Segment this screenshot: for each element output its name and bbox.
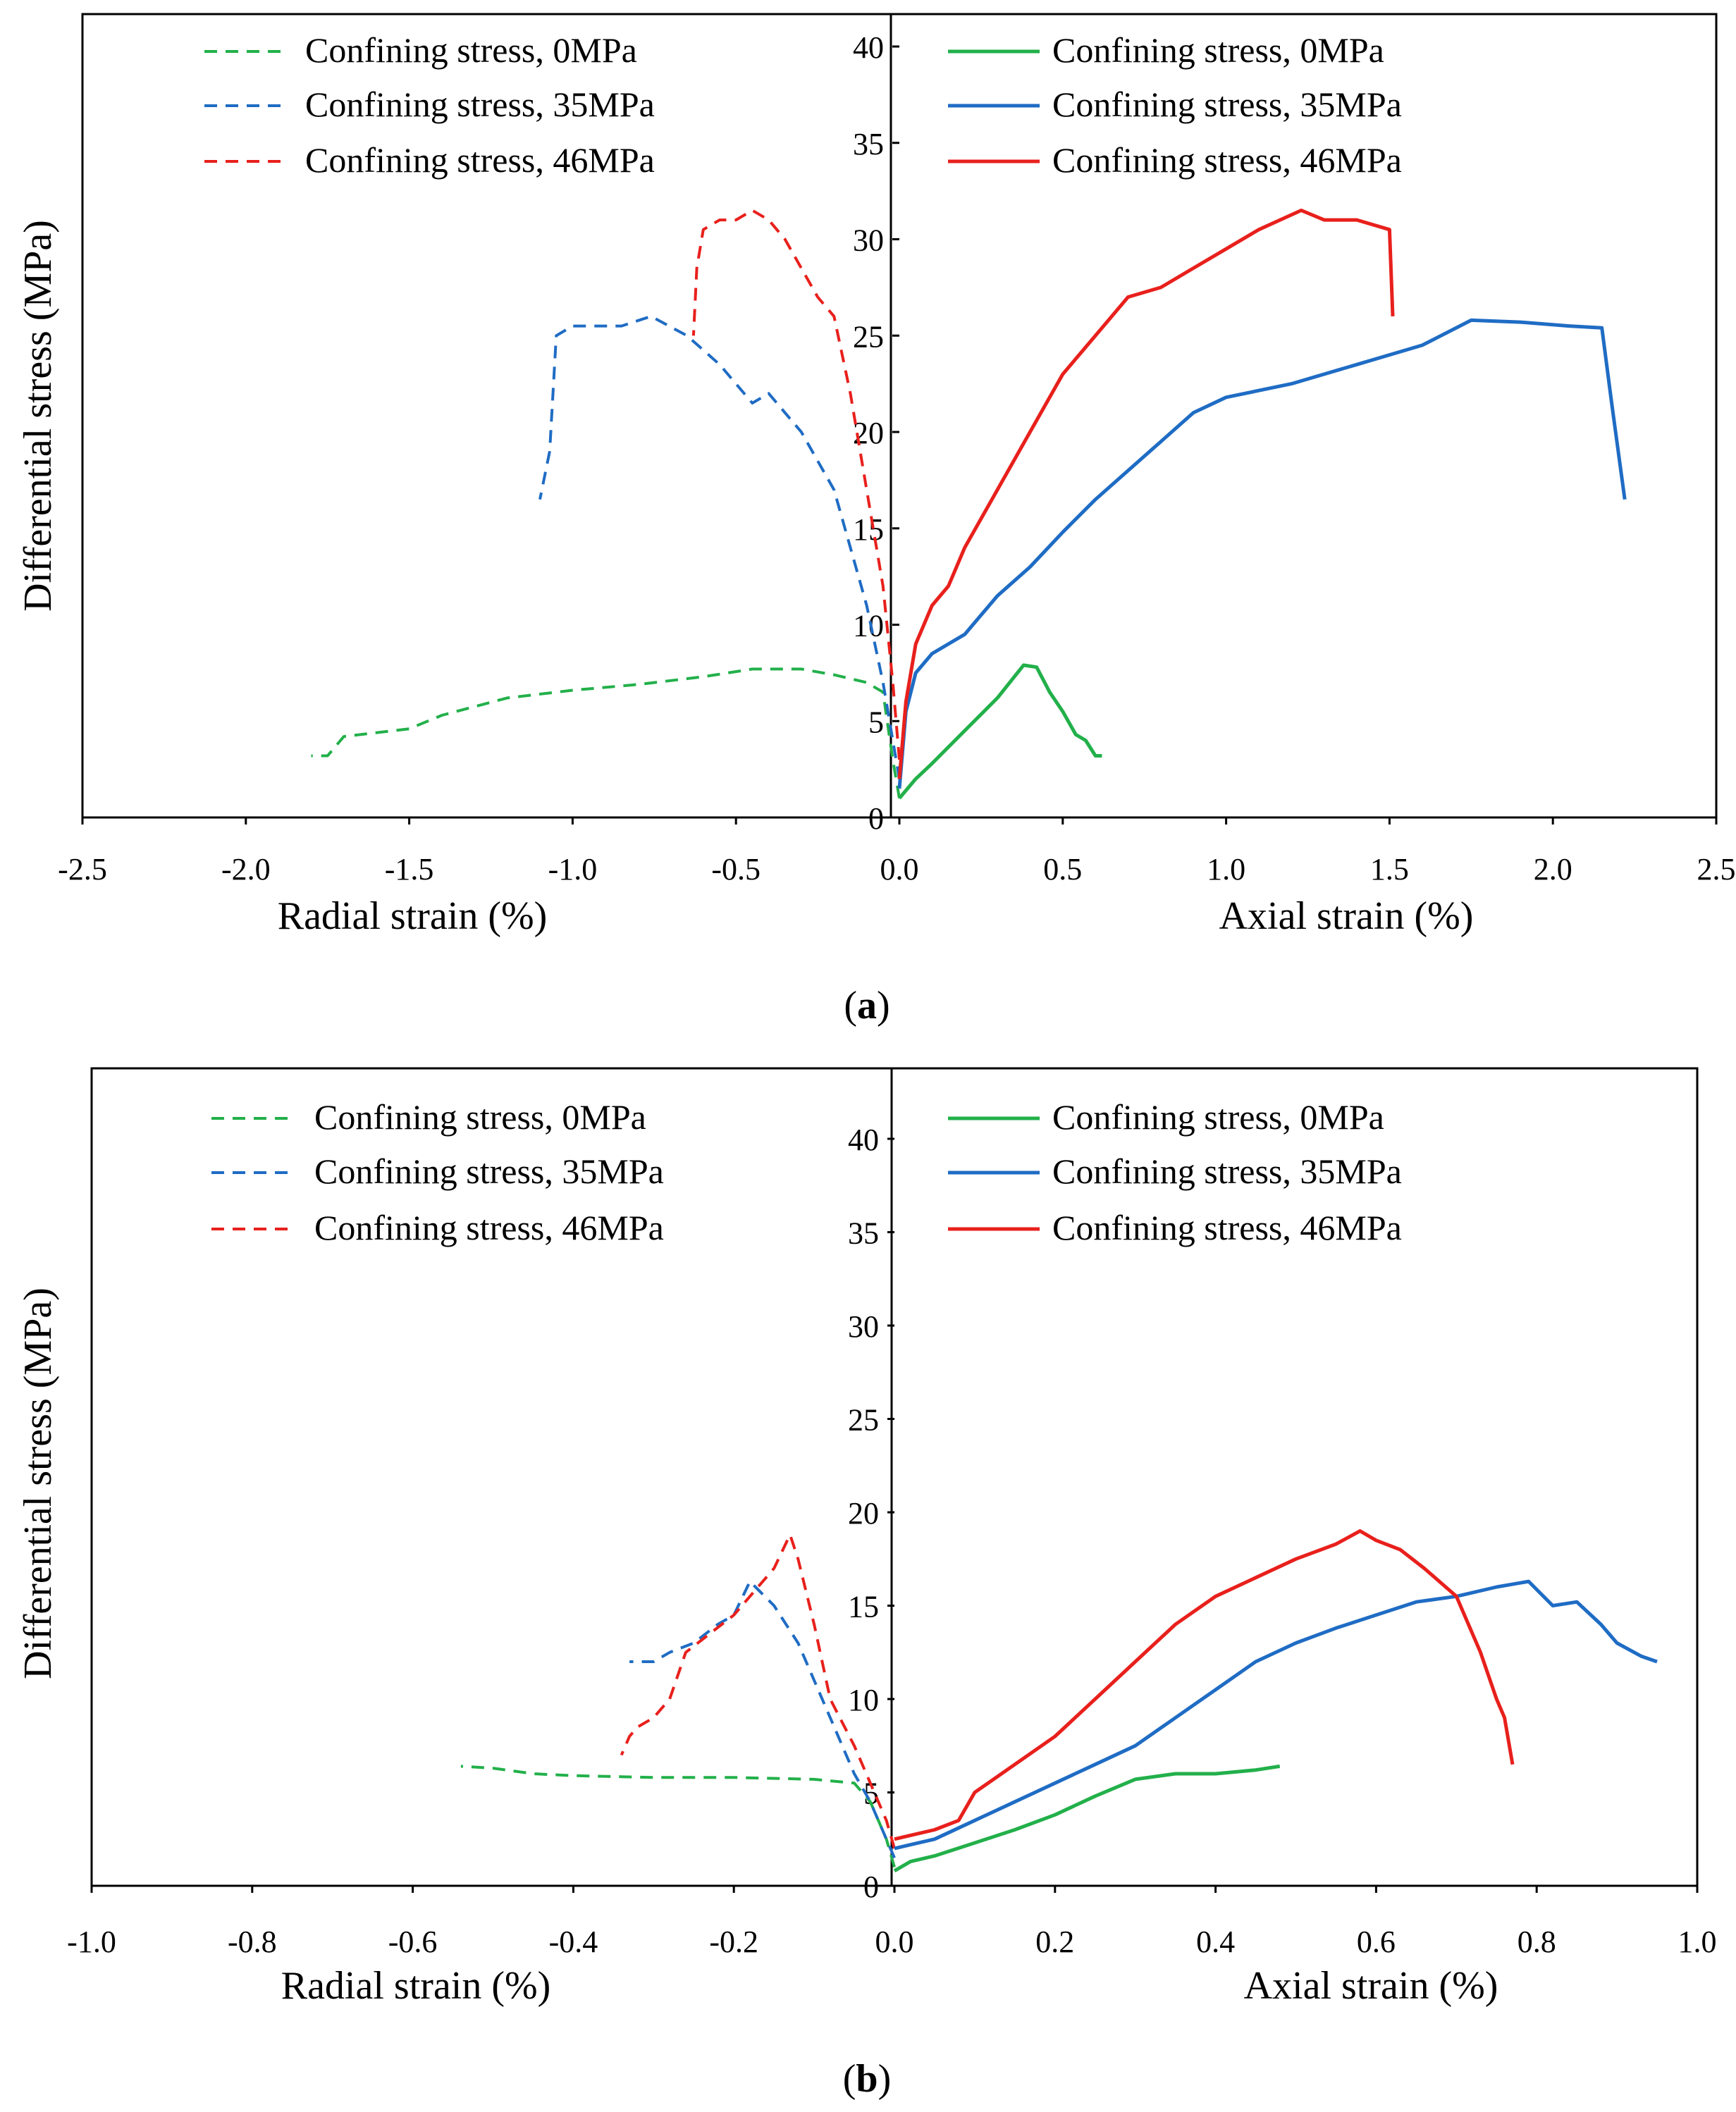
series-line-axial-35mpa-b [894,1579,1658,1851]
y-tick-label-a-6: 30 [853,223,884,258]
series-line-radial-46mpa-b [620,1533,896,1849]
series-line-radial-0mpa-b [460,1765,896,1868]
legend-label-46mpa-axial-a: Confining stress, 46MPa [1052,140,1402,180]
x-tick-label-b-7: 0.4 [1196,1925,1235,1959]
legend-left-a: Confining stress, 0MPa Confining stress,… [204,30,655,180]
y-tick-label-a-8: 40 [853,30,884,65]
legend-label-35mpa-axial-b: Confining stress, 35MPa [1052,1151,1402,1191]
x-tick-label-b-0: -1.0 [67,1925,116,1959]
legend-label-46mpa-radial-a: Confining stress, 46MPa [305,140,655,180]
x-tick-label-a-9: 2.0 [1534,852,1572,887]
x-axis-label-axial-b: Axial strain (%) [1244,1964,1498,2008]
x-tick-label-a-4: -0.5 [711,852,761,887]
x-tick-label-a-6: 0.5 [1043,852,1082,887]
x-tick-label-b-8: 0.6 [1357,1925,1396,1959]
plot-area-frame-a [81,13,1718,819]
x-tick-label-a-1: -2.0 [221,852,271,887]
x-axis-label-axial-a: Axial strain (%) [1219,894,1474,938]
series-line-radial-46mpa-a [691,209,901,760]
y-tick-label-b-5: 25 [848,1403,879,1438]
legend-left-b: Confining stress, 0MPa Confining stress,… [211,1097,664,1247]
x-tick-label-a-5: 0.0 [880,852,919,887]
x-tick-label-a-10: 2.5 [1697,852,1736,887]
legend-label-35mpa-axial-a: Confining stress, 35MPa [1052,85,1402,124]
y-tick-label-b-8: 40 [848,1123,879,1157]
legend-label-0mpa-axial-a: Confining stress, 0MPa [1052,30,1384,70]
y-tick-label-b-0: 0 [863,1870,879,1904]
x-tick-label-b-2: -0.6 [388,1925,438,1959]
legend-label-0mpa-radial-a: Confining stress, 0MPa [305,30,637,70]
x-tick-label-a-0: -2.5 [58,852,107,887]
svg-text:(a): (a) [844,984,889,1027]
series-group-b [460,1529,1658,1872]
series-line-axial-46mpa-a [897,209,1395,779]
y-tick-label-b-6: 30 [848,1309,879,1344]
y-tick-label-a-0: 0 [868,801,884,836]
x-tick-label-a-8: 1.5 [1370,852,1409,887]
plot-area-frame-b [90,1067,1699,1887]
y-tick-label-b-7: 35 [848,1216,879,1251]
x-tick-label-a-2: -1.5 [385,852,434,887]
y-tick-label-b-2: 10 [848,1683,879,1717]
x-tick-label-b-6: 0.2 [1035,1925,1074,1959]
y-tick-label-b-1: 5 [863,1777,879,1811]
caption-b-open: ( [843,2057,856,2101]
y-tick-label-a-5: 25 [853,319,884,354]
series-line-axial-46mpa-b [894,1529,1515,1841]
caption-b: (b) [843,2057,891,2101]
legend-label-35mpa-radial-a: Confining stress, 35MPa [305,85,655,124]
x-ticks-a: -2.5 -2.0 -1.5 -1.0 -0.5 0.0 0.5 1.0 1.5 2.0 2.5 [58,817,1736,887]
y-tick-label-a-1: 5 [868,705,884,739]
svg-text:(b): (b) [843,2057,891,2101]
x-ticks-b: -1.0 -0.8 -0.6 -0.4 -0.2 0.0 0.2 0.4 0.6 0.8 1.0 [67,1886,1717,1959]
caption-a-close: ) [877,984,890,1027]
y-tick-label-a-7: 35 [853,127,884,161]
x-tick-label-b-1: -0.8 [228,1925,277,1959]
legend-label-0mpa-radial-b: Confining stress, 0MPa [314,1097,646,1137]
x-tick-label-b-10: 1.0 [1678,1925,1717,1959]
legend-label-0mpa-axial-b: Confining stress, 0MPa [1052,1097,1384,1137]
series-line-radial-35mpa-a [538,314,901,779]
legend-label-46mpa-axial-b: Confining stress, 46MPa [1052,1208,1402,1247]
x-axis-label-radial-b: Radial strain (%) [281,1964,551,2008]
legend-label-46mpa-radial-b: Confining stress, 46MPa [314,1208,664,1247]
x-tick-label-b-3: -0.4 [549,1925,598,1959]
y-tick-label-a-3: 15 [853,512,884,547]
x-tick-label-a-3: -1.0 [548,852,598,887]
panel-b: 0 5 10 15 20 25 30 35 40 -1.0 -0.8 -0.6 -0.4 -0.2 0.0… [16,1067,1717,2101]
y-axis-label-a: Differential stress (MPa) [16,220,60,612]
legend-right-b: Confining stress, 0MPa Confining stress,… [948,1097,1402,1247]
x-axis-label-radial-a: Radial strain (%) [278,894,548,938]
y-tick-label-a-2: 10 [853,609,884,643]
x-tick-label-b-9: 0.8 [1518,1925,1556,1959]
x-tick-label-a-7: 1.0 [1207,852,1245,887]
legend-label-35mpa-radial-b: Confining stress, 35MPa [314,1151,664,1191]
series-line-axial-0mpa-b [893,1764,1281,1872]
x-tick-label-b-5: 0.0 [875,1925,914,1959]
series-line-axial-0mpa-a [898,663,1102,800]
caption-b-letter: b [856,2057,878,2101]
y-axis-label-b: Differential stress (MPa) [16,1287,60,1679]
series-line-radial-35mpa-b [629,1580,896,1859]
series-line-radial-0mpa-a [311,667,901,799]
y-ticks-b: 0 5 10 15 20 25 30 35 40 [848,1123,894,1904]
series-line-axial-35mpa-a [897,318,1627,789]
caption-a-letter: a [857,984,877,1027]
legend-right-a: Confining stress, 0MPa Confining stress,… [948,30,1402,180]
x-tick-label-b-4: -0.2 [709,1925,758,1959]
caption-b-close: ) [878,2057,892,2101]
y-tick-label-b-4: 20 [848,1496,879,1531]
series-group-a [311,209,1627,800]
caption-a-open: ( [844,984,857,1027]
caption-a: (a) [844,984,889,1027]
y-tick-label-b-3: 15 [848,1590,879,1624]
